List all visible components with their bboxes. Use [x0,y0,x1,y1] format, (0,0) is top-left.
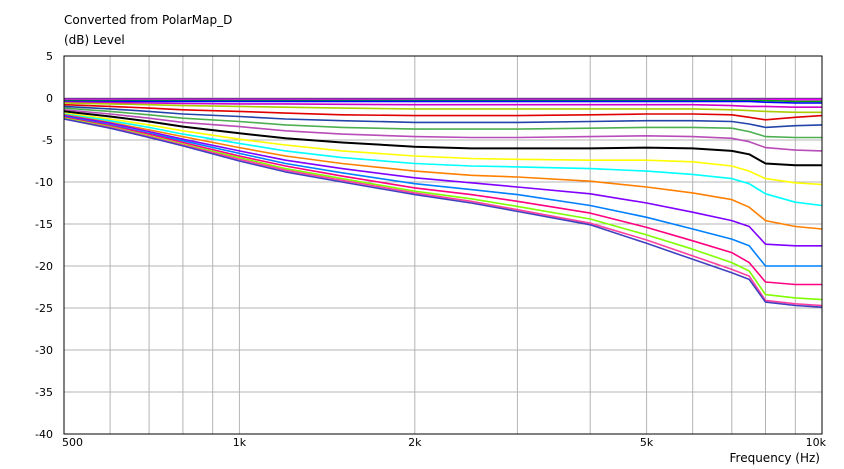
series-line-13 [63,113,823,207]
x-tick-label: 10k [806,436,827,449]
series-line-15 [63,114,822,247]
x-tick-label: 1k [233,436,247,449]
y-tick-labels: 5 0 -5 -10 -15 -20 -25 -30 -35 -40 [35,50,53,441]
series-line-11 [63,110,822,167]
y-tick-label: -5 [42,134,53,147]
y-tick-label: -40 [35,428,53,441]
series-line-4 [64,100,822,104]
series-line-5 [63,101,822,108]
series-line-10 [63,109,823,152]
series-line-8 [63,105,823,129]
series-line-9 [63,107,822,139]
x-axis-label: Frequency (Hz) [730,451,821,465]
x-tick-label: 2k [408,436,422,449]
y-tick-label: -25 [35,302,53,315]
y-tick-label: 0 [46,92,53,105]
series-line-19 [63,118,823,307]
series-line-16 [63,115,822,267]
series-line-20 [63,118,823,308]
series-line-7 [63,103,823,121]
y-tick-label: 5 [46,50,53,63]
y-axis-label: (dB) Level [64,33,125,47]
x-tick-label: 500 [62,436,83,449]
y-tick-label: -20 [35,260,53,273]
y-tick-label: -30 [35,344,53,357]
plot-frame [63,55,823,435]
y-tick-label: -15 [35,218,53,231]
chart-title: Converted from PolarMap_D [64,13,232,27]
series-line-6 [63,102,822,114]
series-lines [63,98,823,308]
series-line-12 [63,112,823,186]
series-line-17 [63,116,822,286]
x-tick-label: 5k [640,436,654,449]
y-tick-label: -35 [35,386,53,399]
series-line-3 [64,99,822,103]
x-tick-labels: 500 1k 2k 5k 10k [62,436,827,449]
y-tick-label: -10 [35,176,53,189]
series-line-14 [63,114,823,230]
